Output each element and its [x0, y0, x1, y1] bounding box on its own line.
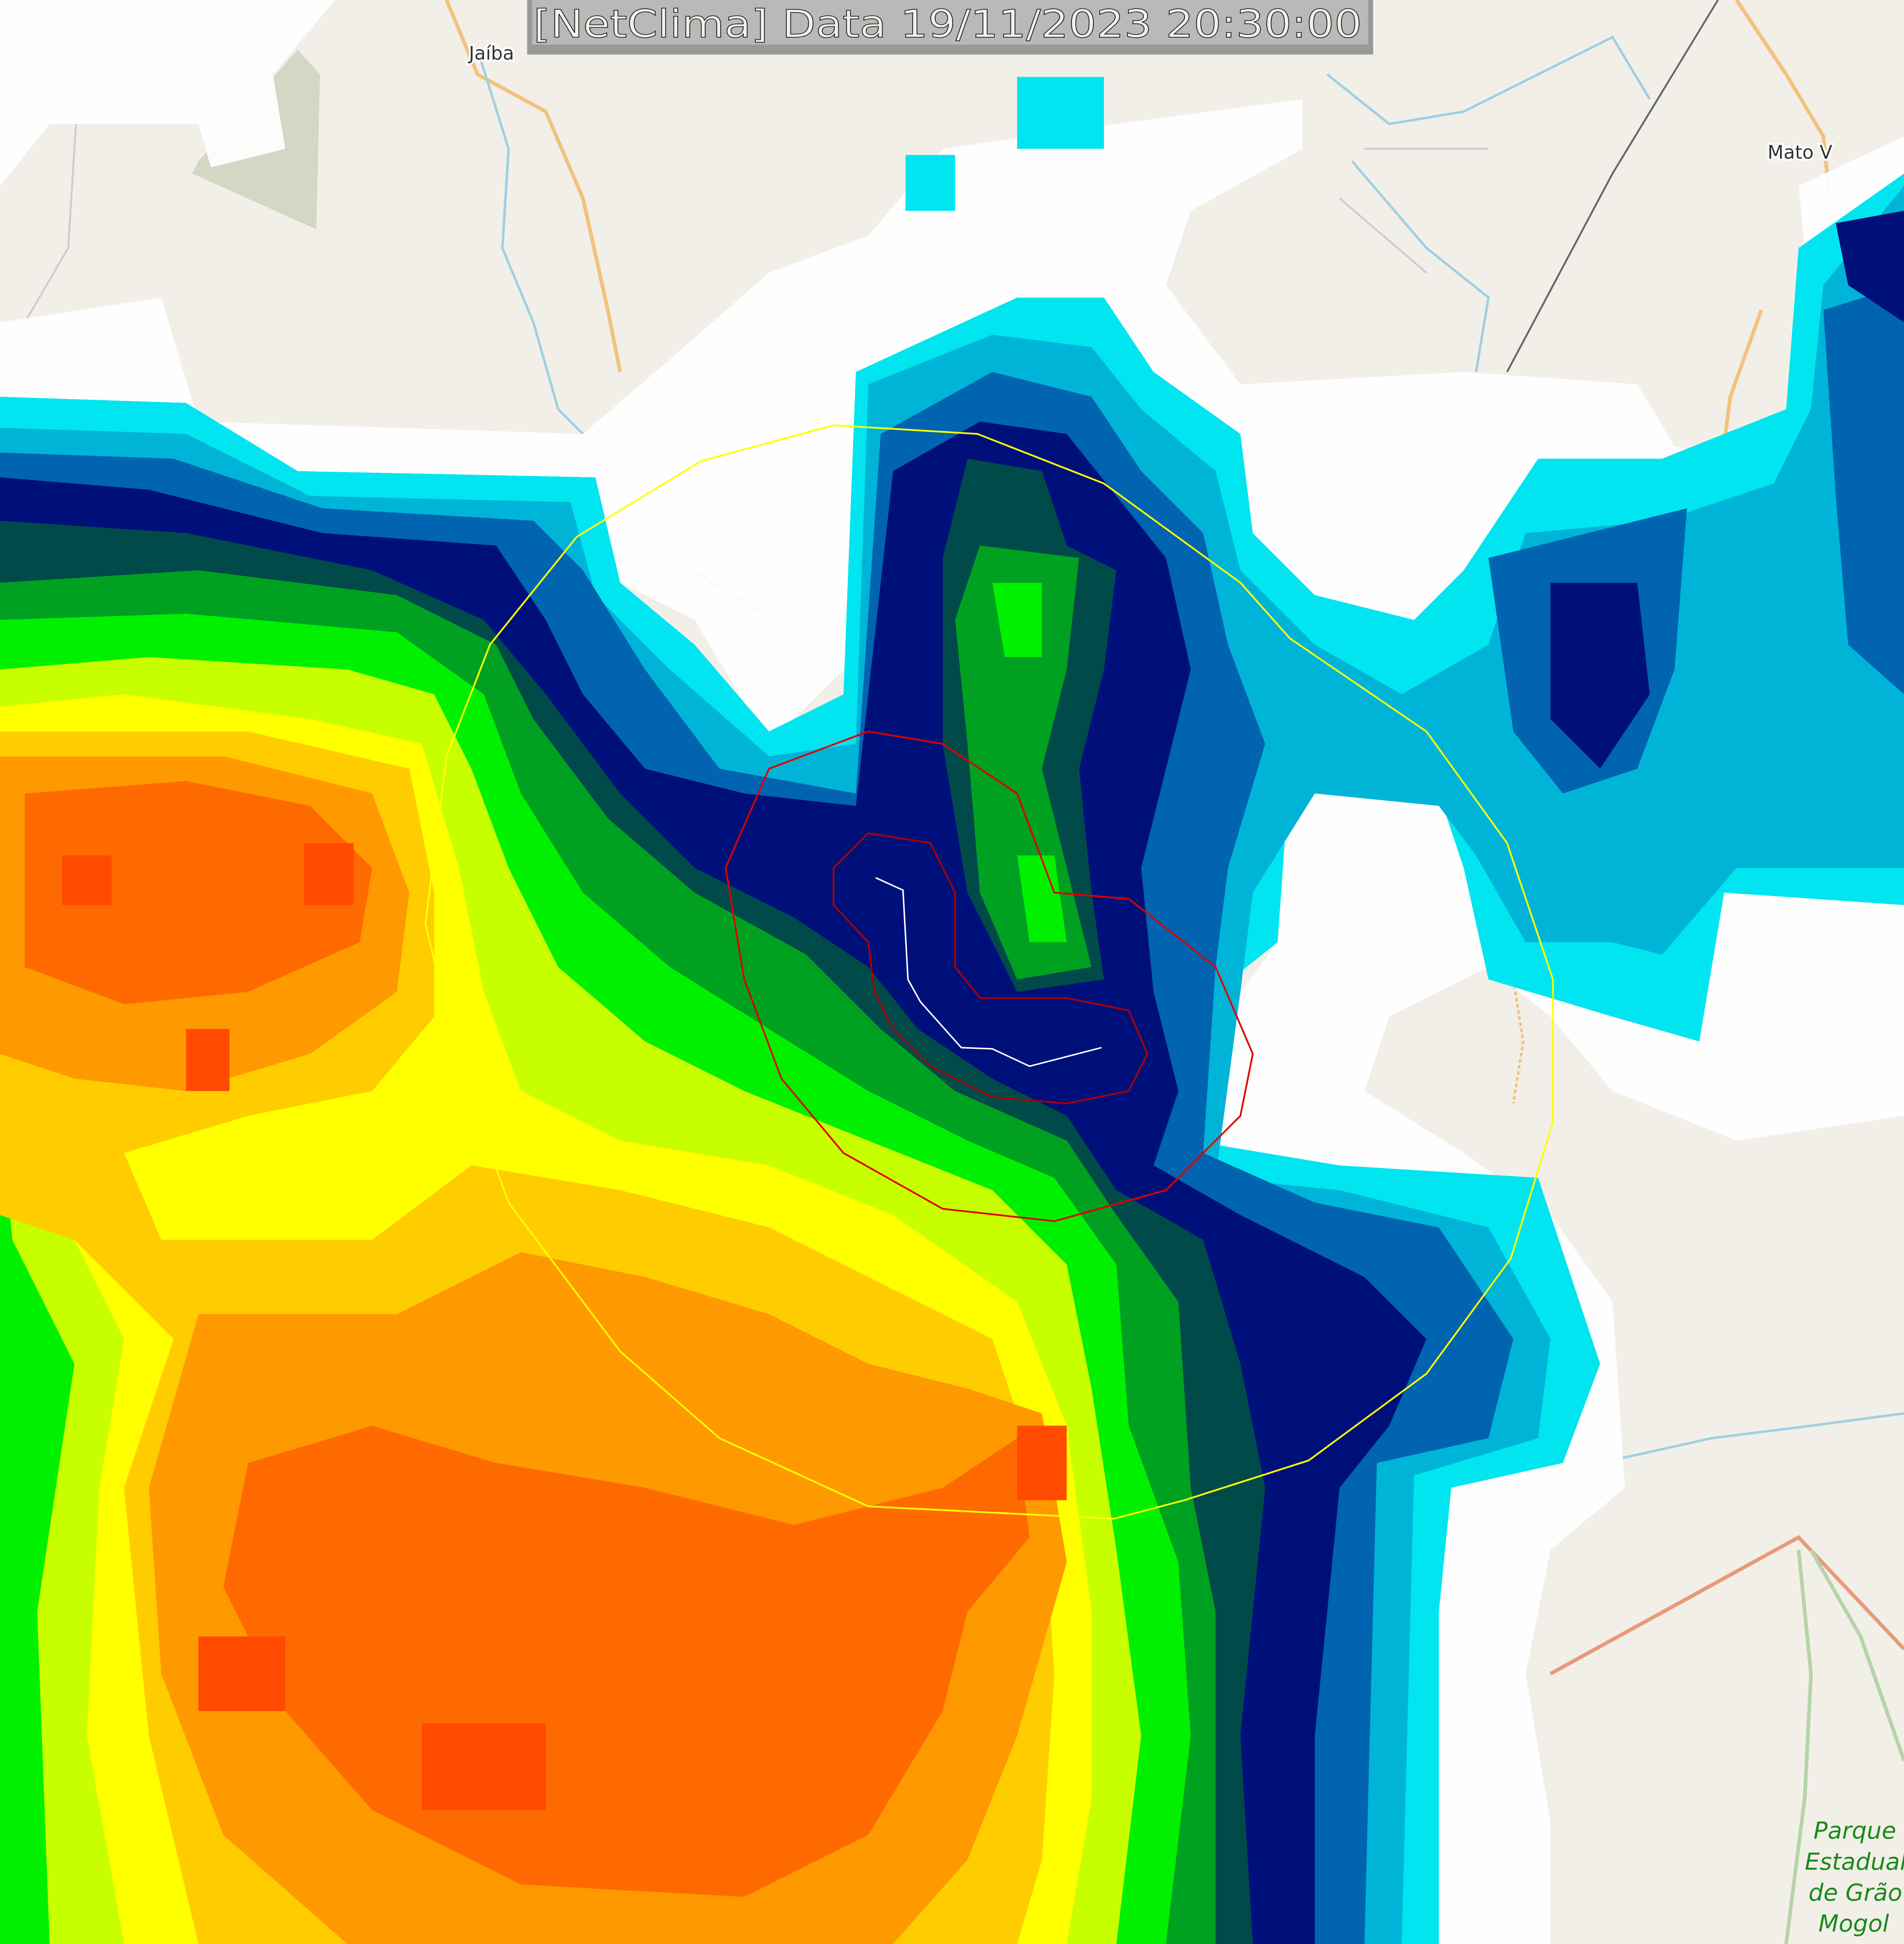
svg-text:Estadual: Estadual: [1805, 1848, 1904, 1875]
river: [1512, 979, 1525, 1104]
place-label-mato-verde: Mato V: [1766, 140, 1834, 165]
river: [1600, 1412, 1904, 1464]
outer-range-ring: [424, 424, 1554, 1520]
river: [476, 49, 584, 435]
echo-cyan: [905, 77, 1104, 211]
park-label: Parque Estadual de Grão Mogol: [1805, 1817, 1904, 1937]
echo-navy: [1550, 210, 1904, 769]
road: [1549, 1535, 1904, 1676]
river: [1326, 36, 1651, 372]
road: [1506, 0, 1719, 373]
timestamp-title: [NetClima] Data 19/11/2023 20:30:00: [534, 2, 1362, 46]
core-cell-contour: [833, 832, 1149, 1105]
park-boundary: [1784, 1549, 1904, 1944]
road: [445, 0, 622, 373]
inner-cell-contour: [725, 730, 1254, 1223]
place-label-jaiba: Jaíba: [467, 43, 514, 64]
svg-text:Mato V: Mato V: [1768, 142, 1833, 163]
storm-track: [875, 877, 1102, 1067]
timestamp-banner: [NetClima] Data 19/11/2023 20:30:00: [527, 0, 1374, 55]
svg-text:de Grão: de Grão: [1808, 1879, 1902, 1906]
svg-text:Parque: Parque: [1813, 1817, 1896, 1844]
svg-text:Mogol: Mogol: [1819, 1910, 1889, 1937]
echo-dark-orange: [25, 781, 1030, 1897]
